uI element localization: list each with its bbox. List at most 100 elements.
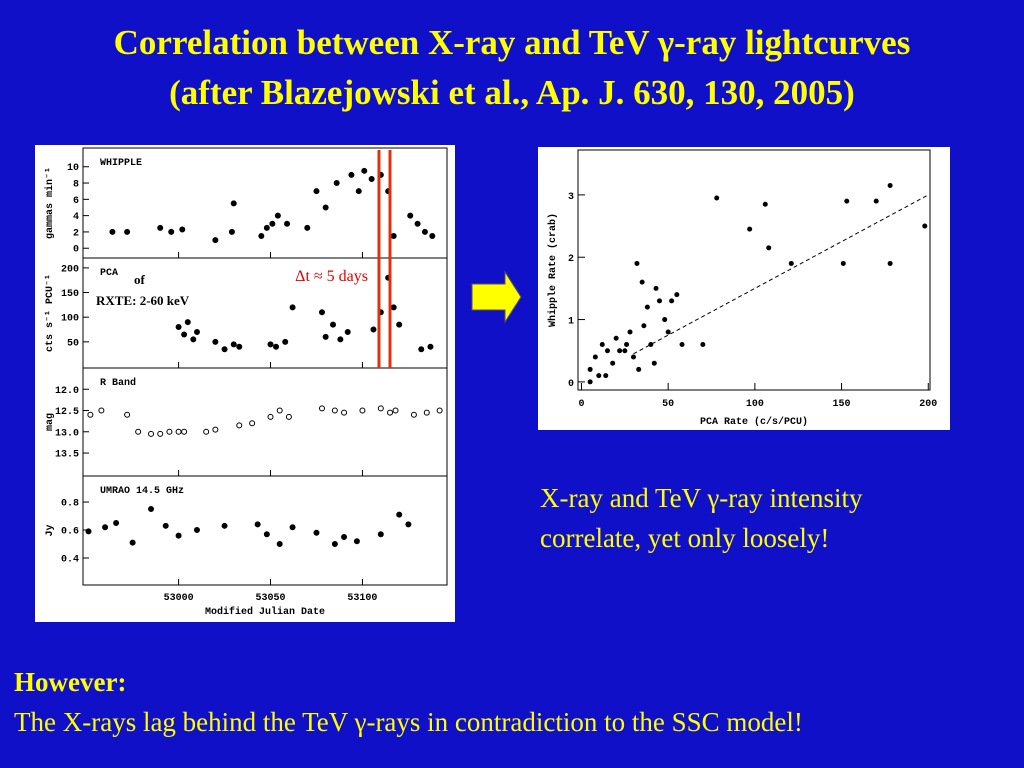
data-point: [423, 409, 430, 416]
data-point: [267, 413, 274, 420]
data-point: [355, 188, 362, 195]
data-point: [267, 341, 274, 348]
data-point: [436, 407, 443, 414]
data-point: [87, 411, 94, 418]
x-tick-label: 50: [662, 399, 674, 410]
plot-frame: [577, 149, 931, 391]
data-point: [361, 167, 368, 174]
data-point: [289, 304, 296, 311]
arrow: [471, 270, 522, 324]
data-point: [276, 541, 283, 548]
data-point: [212, 338, 219, 345]
y-axis-label: cts s⁻¹ PCU⁻¹: [45, 274, 56, 352]
data-point: [168, 228, 175, 235]
data-point: [184, 319, 191, 326]
data-point: [175, 428, 182, 435]
data-point: [427, 343, 434, 350]
data-point: [274, 212, 281, 219]
data-point: [331, 541, 338, 548]
data-point: [228, 228, 235, 235]
caption-line: X-ray and TeV γ-ray intensity: [540, 483, 863, 513]
data-point: [230, 200, 237, 207]
data-point: [656, 298, 662, 304]
data-point: [396, 511, 403, 518]
data-point: [788, 260, 794, 266]
data-point: [129, 539, 136, 546]
y-tick-label: 50: [67, 338, 79, 349]
data-point: [179, 226, 186, 233]
data-point: [714, 195, 720, 201]
data-point: [599, 341, 605, 347]
data-point: [887, 183, 893, 189]
conclusion-heading: However:: [14, 667, 126, 697]
data-point: [269, 220, 276, 227]
data-point: [587, 366, 593, 372]
data-point: [648, 341, 654, 347]
data-point: [289, 524, 296, 531]
title-line: (after Blazejowski et al., Ap. J. 630, 1…: [169, 73, 855, 112]
data-point: [766, 245, 772, 251]
data-point: [617, 348, 623, 354]
x-axis-label: Modified Julian Date: [205, 606, 325, 618]
data-point: [603, 373, 609, 379]
data-point: [285, 413, 292, 420]
data-point: [610, 360, 616, 366]
data-point: [421, 228, 428, 235]
y-tick-label: 0.4: [61, 554, 79, 565]
data-point: [212, 237, 219, 244]
y-tick-label: 0.8: [61, 499, 79, 510]
data-point: [337, 336, 344, 343]
data-point: [148, 506, 155, 513]
caption-line: correlate, yet only loosely!: [540, 523, 829, 553]
y-tick-label: 12.5: [55, 407, 79, 418]
data-point: [113, 520, 120, 527]
x-tick-label: 150: [833, 399, 851, 410]
data-point: [410, 411, 417, 418]
data-point: [273, 343, 280, 350]
data-point: [175, 532, 182, 539]
lightcurves: WHIPPLE gammas min⁻¹ 0 2 4 6 8 10 PCA cts s⁻¹ PCU…: [44, 147, 448, 618]
data-point: [322, 204, 329, 211]
panel-label: PCA: [100, 268, 118, 279]
x-tick-label: 0: [578, 399, 584, 410]
data-point: [124, 411, 131, 418]
y-tick-label: 10: [67, 163, 79, 174]
y-axis-label: Whipple Rate (crab): [547, 213, 559, 327]
data-point: [613, 335, 619, 341]
data-point: [193, 328, 200, 335]
data-point: [313, 188, 320, 195]
data-point: [604, 348, 610, 354]
data-point: [922, 223, 928, 229]
data-point: [679, 341, 685, 347]
data-point: [254, 521, 261, 528]
data-point: [762, 201, 768, 207]
data-point: [341, 409, 348, 416]
data-point: [157, 224, 164, 231]
data-point: [221, 346, 228, 353]
y-tick-label: 0.6: [61, 527, 79, 538]
data-point: [641, 323, 647, 329]
y-axis-label: mag: [45, 413, 56, 431]
data-point: [653, 285, 659, 291]
data-point: [674, 292, 680, 298]
data-point: [282, 338, 289, 345]
data-point: [840, 260, 846, 266]
data-point: [304, 224, 311, 231]
data-point: [644, 304, 650, 310]
data-point: [318, 405, 325, 412]
y-tick-label: 100: [61, 314, 79, 325]
data-point: [368, 175, 375, 182]
data-point: [636, 366, 642, 372]
data-point: [102, 524, 109, 531]
y-tick-label: 4: [73, 212, 79, 223]
y-tick-label: 12.0: [55, 386, 79, 397]
scatter: 0 50 100 150 200 0 1 2 3 PCA Rate (c/s/PCU) Whippl…: [547, 149, 937, 428]
data-point: [700, 341, 706, 347]
y-tick-label: 2: [73, 228, 79, 239]
y-tick-label: 1: [568, 317, 574, 328]
data-point: [181, 331, 188, 338]
data-point: [592, 354, 598, 360]
